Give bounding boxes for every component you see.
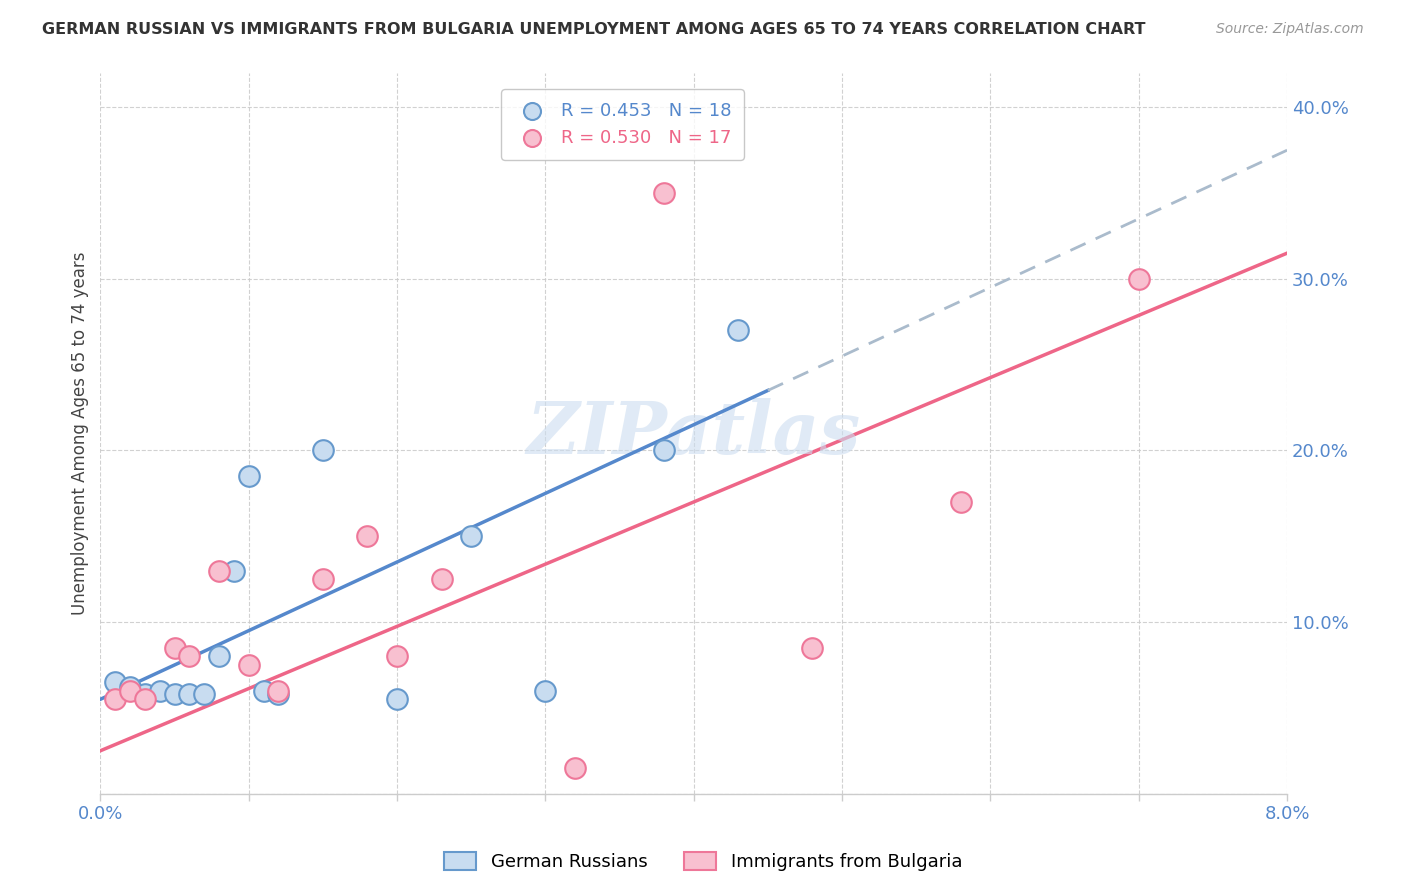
Text: ZIPatlas: ZIPatlas <box>527 398 860 469</box>
Point <box>385 649 408 664</box>
Point <box>118 683 141 698</box>
Point <box>534 683 557 698</box>
Point <box>564 761 586 775</box>
Point <box>208 564 231 578</box>
Point <box>267 687 290 701</box>
Point <box>238 657 260 672</box>
Point <box>149 683 172 698</box>
Point <box>652 186 675 200</box>
Point <box>134 692 156 706</box>
Point <box>252 683 274 698</box>
Point <box>267 683 290 698</box>
Legend: R = 0.453   N = 18, R = 0.530   N = 17: R = 0.453 N = 18, R = 0.530 N = 17 <box>501 89 744 160</box>
Point <box>104 675 127 690</box>
Point <box>222 564 245 578</box>
Point <box>312 443 335 458</box>
Point <box>356 529 378 543</box>
Point <box>385 692 408 706</box>
Point <box>312 572 335 586</box>
Point <box>801 640 824 655</box>
Point <box>179 687 201 701</box>
Point <box>118 681 141 695</box>
Text: GERMAN RUSSIAN VS IMMIGRANTS FROM BULGARIA UNEMPLOYMENT AMONG AGES 65 TO 74 YEAR: GERMAN RUSSIAN VS IMMIGRANTS FROM BULGAR… <box>42 22 1146 37</box>
Legend: German Russians, Immigrants from Bulgaria: German Russians, Immigrants from Bulgari… <box>437 845 969 879</box>
Point <box>949 495 972 509</box>
Point <box>1128 272 1150 286</box>
Point <box>430 572 453 586</box>
Point <box>104 692 127 706</box>
Point <box>238 469 260 483</box>
Text: Source: ZipAtlas.com: Source: ZipAtlas.com <box>1216 22 1364 37</box>
Point <box>727 323 749 337</box>
Y-axis label: Unemployment Among Ages 65 to 74 years: Unemployment Among Ages 65 to 74 years <box>72 252 89 615</box>
Point <box>193 687 215 701</box>
Point <box>134 687 156 701</box>
Point <box>208 649 231 664</box>
Point <box>652 443 675 458</box>
Point <box>163 640 186 655</box>
Point <box>460 529 482 543</box>
Point <box>179 649 201 664</box>
Point <box>163 687 186 701</box>
